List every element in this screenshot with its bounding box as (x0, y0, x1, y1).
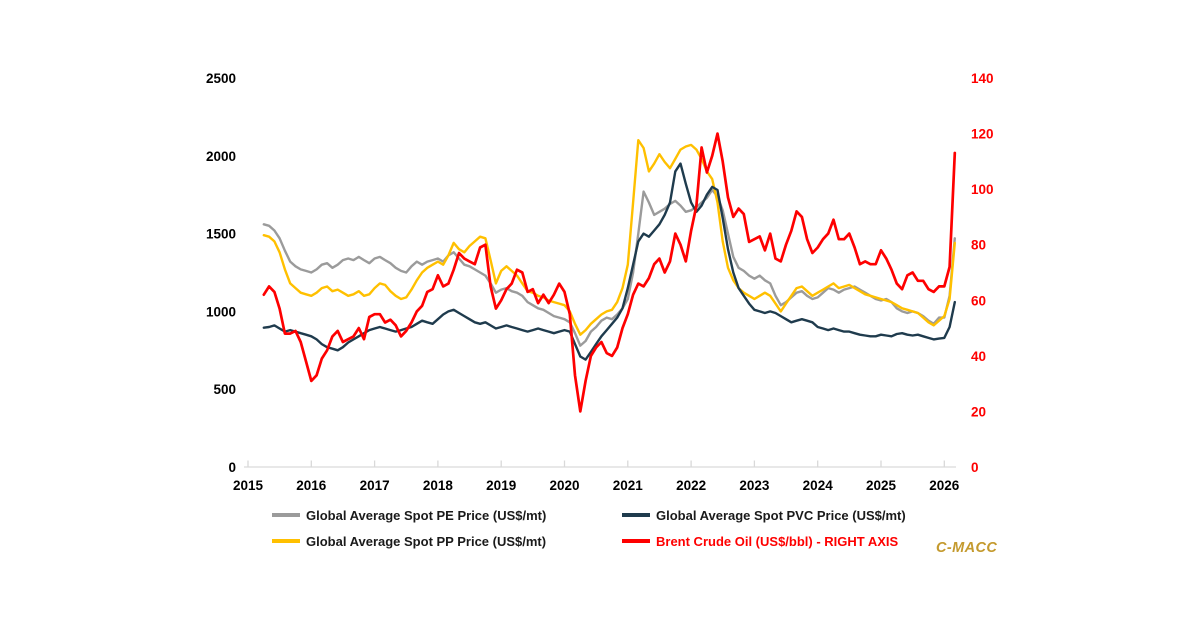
legend-item-pvc: Global Average Spot PVC Price (US$/mt) (622, 507, 906, 523)
pp-line (262, 138, 956, 336)
right-axis-label: 40 (971, 349, 986, 364)
x-axis-label: 2026 (929, 478, 960, 493)
brent-line-swatch (622, 539, 650, 543)
right-axis-label: 120 (971, 127, 994, 142)
legend-item-brent: Brent Crude Oil (US$/bbl) - RIGHT AXIS (622, 533, 898, 549)
legend-label-pp: Global Average Spot PP Price (US$/mt) (306, 533, 547, 549)
pvc-line-swatch (622, 513, 650, 517)
pe-line-swatch (272, 513, 300, 517)
left-axis-label: 0 (228, 460, 236, 475)
x-axis-label: 2020 (549, 478, 579, 493)
left-axis-label: 2500 (206, 71, 236, 86)
legend-item-pp: Global Average Spot PP Price (US$/mt) (272, 533, 546, 549)
x-axis-label: 2024 (803, 478, 834, 493)
right-axis-label: 140 (971, 71, 994, 86)
legend-label-brent: Brent Crude Oil (US$/bbl) - RIGHT AXIS (656, 533, 899, 549)
x-axis-label: 2018 (423, 478, 454, 493)
right-axis-label: 20 (971, 404, 986, 419)
legend-item-pe: Global Average Spot PE Price (US$/mt) (272, 507, 546, 523)
x-axis-label: 2015 (233, 478, 264, 493)
right-axis-label: 80 (971, 238, 986, 253)
pp-line-swatch (272, 539, 300, 543)
right-axis-label: 60 (971, 293, 986, 308)
x-axis-label: 2017 (360, 478, 390, 493)
right-axis-label: 100 (971, 182, 994, 197)
x-axis-label: 2016 (296, 478, 327, 493)
x-axis-label: 2022 (676, 478, 706, 493)
left-axis-label: 1000 (206, 304, 236, 319)
pvc-line (262, 162, 956, 361)
pe-line (262, 188, 956, 347)
x-axis-label: 2025 (866, 478, 897, 493)
x-axis-label: 2019 (486, 478, 516, 493)
x-axis-label: 2023 (739, 478, 770, 493)
legend-label-pvc: Global Average Spot PVC Price (US$/mt) (656, 507, 906, 523)
left-axis-label: 500 (213, 382, 236, 397)
left-axis-label: 1500 (206, 227, 236, 242)
brent-line (262, 132, 957, 413)
right-axis-label: 0 (971, 460, 979, 475)
x-axis-label: 2021 (613, 478, 644, 493)
legend-label-pe: Global Average Spot PE Price (US$/mt) (306, 507, 547, 523)
left-axis-label: 2000 (206, 149, 236, 164)
cmacc-watermark: C-MACC (936, 540, 998, 556)
